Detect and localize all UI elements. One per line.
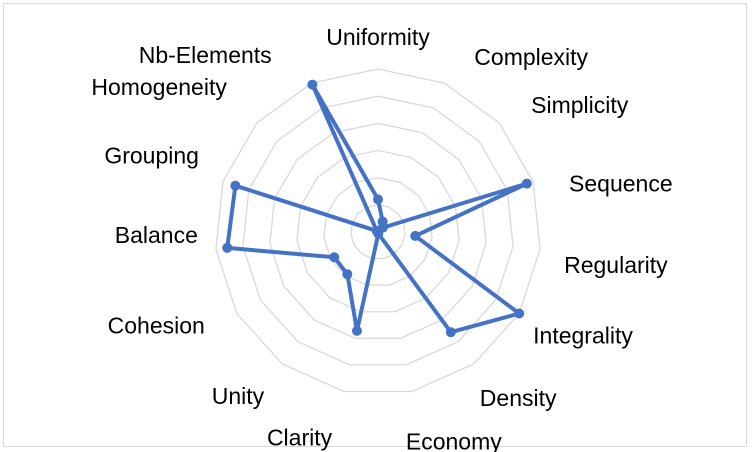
data-point-clarity [351,325,362,336]
data-point-integrality [514,308,525,319]
data-point-nb-elements [307,79,318,90]
axis-label-unity: Unity [212,383,265,409]
axis-label-simplicity: Simplicity [531,92,629,118]
axis-label-homogeneity: Homogeneity [91,74,227,100]
data-point-balance [222,242,233,253]
grid-ring-3 [296,149,460,313]
data-point-sequence [521,178,532,189]
grid-ring-2 [323,177,433,286]
axis-label-grouping: Grouping [104,143,199,169]
axis-label-uniformity: Uniformity [326,24,430,50]
axis-label-regularity: Regularity [564,252,668,278]
grid-ring-1 [350,204,406,260]
axis-label-sequence: Sequence [569,171,673,197]
axis-label-economy: Economy [406,429,502,452]
axis-label-clarity: Clarity [267,425,333,451]
grid-ring-6 [215,68,541,393]
axis-label-density: Density [480,385,557,411]
axis-label-integrality: Integrality [533,323,633,349]
data-point-unity [342,269,353,280]
data-point-homogeneity [371,225,382,236]
axis-label-complexity: Complexity [474,44,588,70]
data-point-uniformity [373,194,383,205]
data-point-density [445,327,456,338]
grid-ring-4 [269,122,487,339]
axis-label-balance: Balance [115,222,198,248]
axis-label-nb-elements: Nb-Elements [139,42,272,68]
data-point-regularity [410,230,421,241]
axis-label-cohesion: Cohesion [108,313,205,339]
data-point-cohesion [329,252,340,263]
data-point-grouping [230,180,241,191]
series-line [225,82,529,335]
grid-ring-5 [242,95,514,366]
